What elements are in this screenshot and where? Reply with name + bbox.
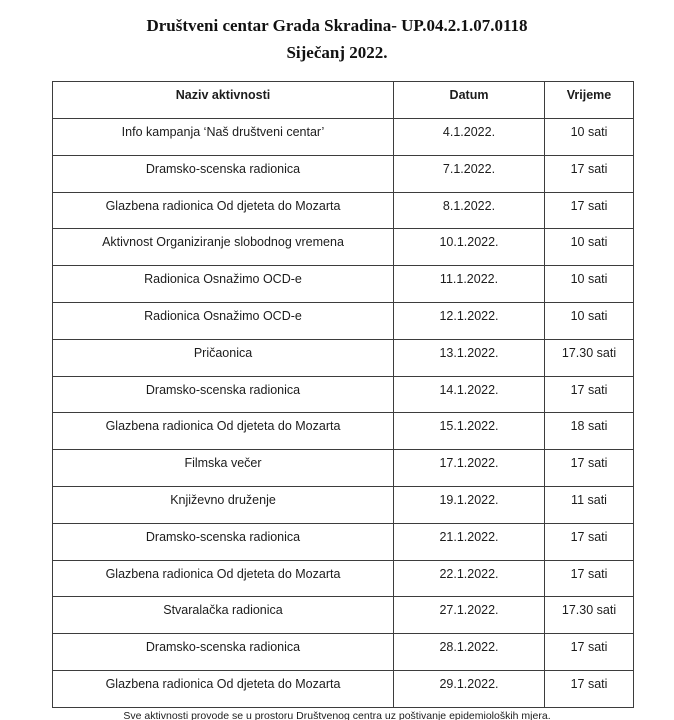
document-subtitle: Siječanj 2022. bbox=[286, 43, 388, 62]
cell-activity: Glazbena radionica Od djeteta do Mozarta bbox=[52, 412, 394, 451]
cell-activity: Književno druženje bbox=[52, 485, 394, 524]
table-row: Filmska večer 17.1.2022. 17 sati bbox=[52, 449, 634, 487]
cell-time: 17 sati bbox=[544, 154, 634, 193]
cell-date: 15.1.2022. bbox=[393, 412, 545, 451]
cell-activity: Radionica Osnažimo OCD-e bbox=[52, 301, 394, 340]
cell-time: 17 sati bbox=[544, 191, 634, 230]
table-row: Radionica Osnažimo OCD-e 11.1.2022. 10 sat… bbox=[52, 265, 634, 303]
cell-activity: Radionica Osnažimo OCD-e bbox=[52, 265, 394, 303]
cell-time: 17 sati bbox=[544, 669, 634, 708]
cell-date: 29.1.2022. bbox=[393, 669, 545, 708]
column-header-time: Vrijeme bbox=[544, 81, 634, 119]
cell-date: 27.1.2022. bbox=[393, 596, 545, 635]
cell-activity: Filmska večer bbox=[52, 449, 394, 487]
cell-date: 28.1.2022. bbox=[393, 633, 545, 671]
cell-activity: Info kampanja ‘Naš društveni centar’ bbox=[52, 118, 394, 156]
header-row: Naziv aktivnosti Datum Vrijeme bbox=[52, 81, 634, 119]
cell-date: 13.1.2022. bbox=[393, 338, 545, 377]
table-row: Glazbena radionica Od djeteta do Mozarta… bbox=[52, 191, 634, 230]
cell-date: 14.1.2022. bbox=[393, 375, 545, 414]
cell-activity: Stvaralačka radionica bbox=[52, 596, 394, 635]
cell-time: 17 sati bbox=[544, 375, 634, 414]
cell-date: 22.1.2022. bbox=[393, 559, 545, 598]
cell-date: 7.1.2022. bbox=[393, 154, 545, 193]
cell-activity: Dramsko-scenska radionica bbox=[52, 375, 394, 414]
cell-date: 19.1.2022. bbox=[393, 485, 545, 524]
cell-activity: Dramsko-scenska radionica bbox=[52, 522, 394, 561]
cell-activity: Dramsko-scenska radionica bbox=[52, 154, 394, 193]
table-header: Naziv aktivnosti Datum Vrijeme bbox=[52, 81, 634, 119]
cell-time: 10 sati bbox=[544, 228, 634, 267]
document-title: Društveni centar Grada Skradina- UP.04.2… bbox=[146, 16, 528, 35]
cell-date: 10.1.2022. bbox=[393, 228, 545, 267]
cell-time: 17 sati bbox=[544, 559, 634, 598]
table-row: Dramsko-scenska radionica 14.1.2022. 17 sa… bbox=[52, 375, 634, 414]
cell-time: 10 sati bbox=[544, 118, 634, 156]
cell-date: 11.1.2022. bbox=[393, 265, 545, 303]
table-row: Dramsko-scenska radionica 28.1.2022. 17 sa… bbox=[52, 633, 634, 671]
cell-activity: Dramsko-scenska radionica bbox=[52, 633, 394, 671]
table-row: Dramsko-scenska radionica 21.1.2022. 17 sa… bbox=[52, 522, 634, 561]
cell-date: 21.1.2022. bbox=[393, 522, 545, 561]
table-row: Aktivnost Organiziranje slobodnog vremen… bbox=[52, 228, 634, 267]
table-row: Stvaralačka radionica 27.1.2022. 17.30 sat… bbox=[52, 596, 634, 635]
table-row: Glazbena radionica Od djeteta do Mozarta… bbox=[52, 669, 634, 708]
column-header-date: Datum bbox=[393, 81, 545, 119]
table-row: Glazbena radionica Od djeteta do Mozarta… bbox=[52, 559, 634, 598]
table-row: Pričaonica 13.1.2022. 17.30 sati bbox=[52, 338, 634, 377]
cell-activity: Glazbena radionica Od djeteta do Mozarta bbox=[52, 669, 394, 708]
cell-activity: Glazbena radionica Od djeteta do Mozarta bbox=[52, 191, 394, 230]
cell-activity: Glazbena radionica Od djeteta do Mozarta bbox=[52, 559, 394, 598]
cell-time: 11 sati bbox=[544, 485, 634, 524]
cell-time: 17 sati bbox=[544, 449, 634, 487]
column-header-activity: Naziv aktivnosti bbox=[52, 81, 394, 119]
table-row: Info kampanja ‘Naš društveni centar’ 4.1.… bbox=[52, 118, 634, 156]
table-row: Glazbena radionica Od djeteta do Mozarta… bbox=[52, 412, 634, 451]
table-body: Info kampanja ‘Naš društveni centar’ 4.1.… bbox=[52, 118, 634, 708]
table-row: Književno druženje 19.1.2022. 11 sati bbox=[52, 485, 634, 524]
document-page: Društveni centar Grada Skradina- UP.04.2… bbox=[0, 15, 674, 720]
activities-table: Naziv aktivnosti Datum Vrijeme Info kampan… bbox=[52, 81, 634, 708]
table-row: Dramsko-scenska radionica 7.1.2022. 17 sat… bbox=[52, 154, 634, 193]
cell-date: 8.1.2022. bbox=[393, 191, 545, 230]
cell-time: 17.30 sati bbox=[544, 338, 634, 377]
cell-time: 17 sati bbox=[544, 633, 634, 671]
cell-time: 17.30 sati bbox=[544, 596, 634, 635]
cell-activity: Pričaonica bbox=[52, 338, 394, 377]
cell-date: 12.1.2022. bbox=[393, 301, 545, 340]
cell-date: 4.1.2022. bbox=[393, 118, 545, 156]
cell-time: 10 sati bbox=[544, 265, 634, 303]
cell-time: 17 sati bbox=[544, 522, 634, 561]
cell-activity: Aktivnost Organiziranje slobodnog vremen… bbox=[52, 228, 394, 267]
table-row: Radionica Osnažimo OCD-e 12.1.2022. 10 sat… bbox=[52, 301, 634, 340]
cell-date: 17.1.2022. bbox=[393, 449, 545, 487]
footer-note: Sve aktivnosti provode se u prostoru Dru… bbox=[123, 710, 551, 720]
cell-time: 18 sati bbox=[544, 412, 634, 451]
cell-time: 10 sati bbox=[544, 301, 634, 340]
